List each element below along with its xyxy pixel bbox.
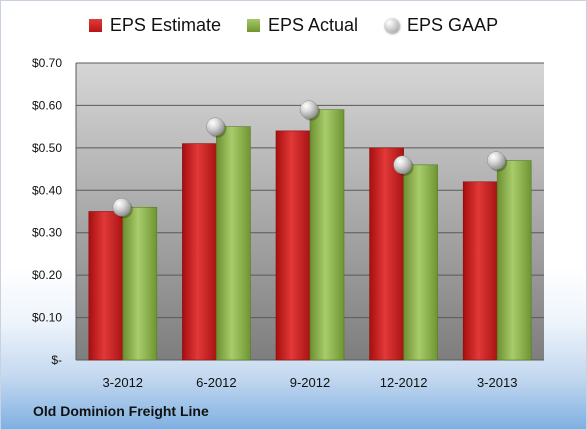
bar-eps-actual (309, 109, 345, 361)
gaap-marker (486, 151, 506, 170)
x-axis-categories: 3-2012 6-2012 9-2012 12-2012 3-2013 (103, 375, 518, 390)
bars (88, 109, 532, 361)
bar-eps-estimate (275, 130, 311, 361)
bar-eps-estimate (462, 181, 498, 361)
bar-eps-estimate (88, 211, 124, 361)
y-tick-label: $0.60 (32, 98, 62, 112)
gaap-marker (393, 155, 412, 175)
y-tick-label: $0.50 (32, 141, 62, 155)
y-tick-label: $0.70 (32, 56, 62, 70)
gaap-marker (299, 100, 319, 119)
legend-swatch-actual (246, 19, 260, 32)
bar-eps-estimate (369, 147, 404, 361)
bar-eps-actual (496, 160, 532, 361)
y-tick-label: $- (51, 353, 62, 367)
y-axis-ticks: $- $0.10 $0.20 $0.30 $0.40 $0.50 $0.60 $0.70 (32, 56, 62, 367)
legend-label-estimate: EPS Estimate (109, 15, 221, 35)
x-category-label: 3-2013 (477, 375, 517, 390)
bar-eps-actual (122, 206, 158, 361)
y-tick-label: $0.20 (32, 268, 62, 282)
legend-item-estimate: EPS Estimate (88, 15, 221, 36)
x-category-label: 6-2012 (196, 375, 236, 390)
x-category-label: 12-2012 (380, 375, 428, 390)
gaap-marker (112, 198, 132, 217)
y-tick-label: $0.30 (32, 226, 62, 240)
legend-swatch-estimate (88, 19, 102, 32)
legend-marker-gaap (384, 18, 400, 33)
bar-eps-actual (216, 126, 251, 361)
y-tick-label: $0.10 (32, 311, 62, 325)
gaap-markers (112, 100, 508, 219)
x-category-label: 9-2012 (290, 375, 330, 390)
legend-item-actual: EPS Actual (246, 15, 359, 36)
legend-label-actual: EPS Actual (267, 15, 359, 35)
x-category-label: 3-2012 (103, 375, 143, 390)
chart-legend: EPS Estimate EPS Actual EPS GAAP (1, 15, 586, 36)
y-tick-label: $0.40 (32, 183, 62, 197)
bar-eps-estimate (182, 143, 217, 361)
legend-item-gaap: EPS GAAP (384, 15, 498, 36)
gaap-marker (206, 117, 225, 136)
bar-eps-actual (403, 164, 438, 361)
company-name: Old Dominion Freight Line (33, 403, 209, 419)
legend-label-gaap: EPS GAAP (407, 15, 499, 35)
